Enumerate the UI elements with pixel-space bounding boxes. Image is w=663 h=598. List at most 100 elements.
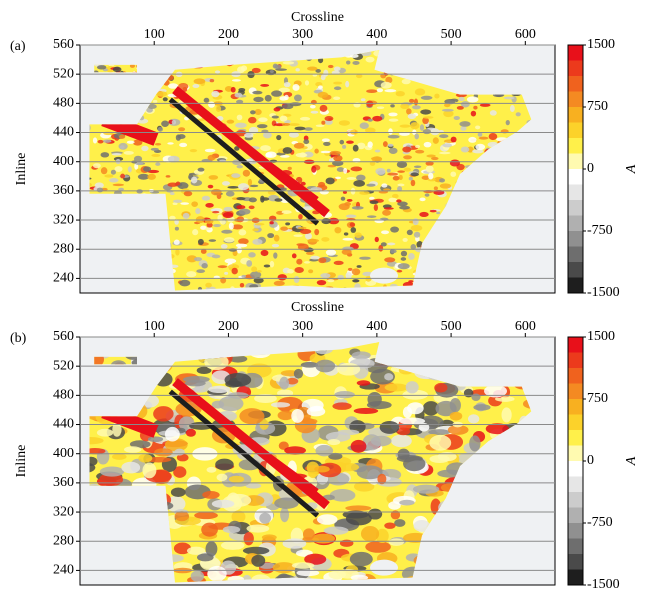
texture: [388, 147, 398, 154]
texture: [201, 263, 208, 269]
texture: [207, 154, 216, 161]
texture: [155, 91, 168, 97]
texture: [242, 169, 251, 177]
texture: [248, 116, 257, 124]
texture: [172, 202, 178, 206]
texture: [408, 280, 414, 283]
texture: [206, 466, 217, 473]
texture: [428, 429, 451, 436]
texture: [269, 221, 274, 225]
y-tick-label: 440: [53, 125, 74, 140]
texture: [460, 146, 470, 153]
texture: [213, 223, 221, 228]
x-tick-label: 200: [218, 319, 239, 334]
texture: [147, 436, 164, 443]
texture: [211, 499, 235, 508]
texture: [256, 269, 262, 273]
texture: [475, 125, 481, 130]
texture: [329, 489, 356, 502]
texture: [460, 101, 470, 108]
texture: [426, 154, 436, 158]
texture: [178, 82, 189, 90]
texture: [360, 98, 366, 102]
texture: [364, 127, 376, 134]
texture: [280, 507, 290, 523]
texture: [236, 216, 245, 223]
texture: [337, 429, 360, 436]
texture: [381, 230, 390, 235]
texture: [132, 139, 143, 146]
colorbar-segment: [568, 414, 583, 431]
texture: [399, 205, 411, 210]
texture: [390, 226, 399, 233]
texture: [243, 531, 254, 546]
texture: [353, 180, 365, 187]
y-tick-label: 360: [53, 475, 74, 490]
texture: [299, 228, 312, 235]
texture: [211, 90, 220, 98]
texture: [367, 118, 373, 122]
texture: [304, 261, 310, 264]
texture: [397, 183, 405, 187]
texture: [293, 275, 300, 284]
texture: [341, 249, 352, 255]
texture: [410, 122, 420, 130]
texture: [280, 226, 288, 231]
texture: [303, 139, 310, 145]
texture: [112, 66, 122, 72]
texture: [191, 201, 198, 207]
texture: [320, 273, 331, 279]
texture: [410, 179, 416, 187]
texture: [395, 91, 405, 97]
texture: [293, 142, 305, 149]
texture: [279, 376, 290, 390]
texture: [143, 166, 152, 172]
texture: [376, 88, 384, 93]
texture: [349, 551, 373, 567]
texture: [165, 175, 171, 178]
texture: [437, 451, 457, 462]
texture: [444, 103, 451, 108]
texture: [291, 408, 304, 423]
texture: [384, 373, 394, 381]
texture: [422, 401, 440, 416]
colorbar-segment: [568, 538, 583, 555]
texture: [97, 139, 104, 144]
texture: [468, 136, 477, 143]
texture: [205, 202, 214, 208]
texture: [153, 406, 174, 422]
texture: [347, 267, 353, 271]
texture: [392, 193, 399, 199]
texture: [299, 152, 307, 158]
texture: [294, 126, 306, 131]
texture: [222, 212, 234, 219]
texture: [373, 204, 378, 212]
texture: [186, 271, 197, 278]
texture: [228, 222, 234, 230]
texture: [405, 381, 419, 394]
texture: [356, 465, 383, 480]
texture: [349, 222, 356, 227]
texture: [178, 127, 186, 132]
texture: [353, 481, 375, 492]
panel-label: (b): [10, 331, 27, 346]
texture: [164, 438, 188, 452]
texture: [96, 187, 104, 193]
texture: [182, 212, 190, 219]
texture: [227, 186, 239, 189]
texture: [265, 152, 273, 158]
colorbar-segment: [568, 352, 583, 369]
texture: [515, 112, 521, 117]
texture: [460, 126, 467, 131]
texture: [336, 362, 361, 376]
texture: [382, 141, 388, 147]
texture: [422, 128, 432, 135]
texture: [279, 115, 288, 122]
texture: [167, 83, 179, 89]
texture: [359, 256, 371, 260]
texture: [475, 143, 486, 151]
texture: [177, 182, 189, 190]
texture: [112, 422, 122, 437]
texture: [228, 355, 248, 363]
texture: [421, 175, 431, 180]
